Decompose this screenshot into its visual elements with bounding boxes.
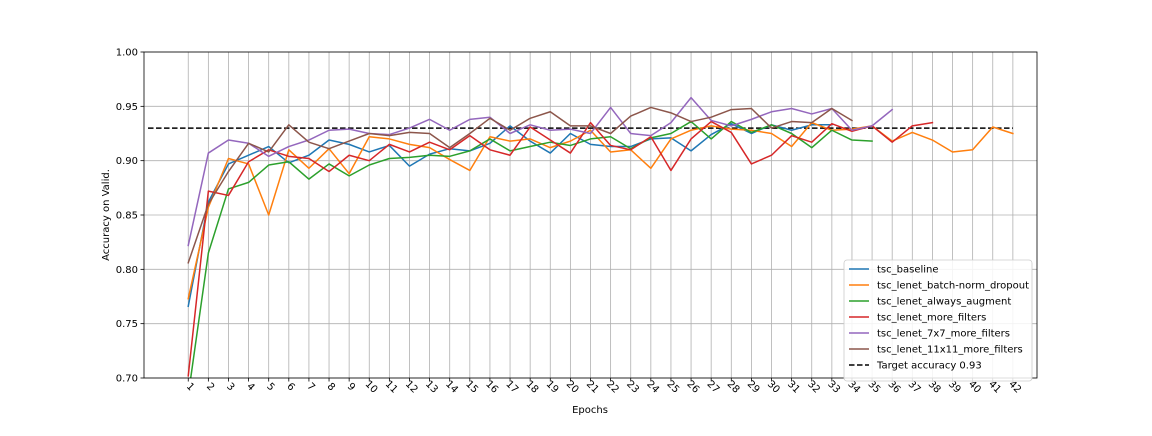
y-tick-label: 1.00: [116, 48, 138, 59]
y-axis-ticks: 0.70 0.75 0.80 0.85 0.90 0.95 1.00: [116, 48, 144, 385]
y-axis-label: Accuracy on Valid.: [101, 169, 112, 261]
series-line-tsc_lenet_more_filters: [187, 120, 934, 377]
legend-label: tsc_lenet_more_filters: [877, 313, 986, 324]
legend-label: tsc_lenet_7x7_more_filters: [877, 329, 1010, 340]
y-tick-label: 0.70: [116, 374, 138, 385]
legend-box: [843, 259, 1033, 382]
x-axis-label: Epochs: [572, 405, 608, 416]
legend-label: tsc_baseline: [877, 265, 939, 276]
y-tick-label: 0.75: [116, 319, 138, 330]
legend-label: tsc_lenet_always_augment: [877, 297, 1011, 308]
legend-label: tsc_lenet_11x11_more_filters: [877, 345, 1023, 356]
series-line-tsc_lenet_always_augment: [189, 120, 873, 378]
y-tick-label: 0.80: [116, 265, 138, 276]
legend: tsc_baseline tsc_lenet_batch-norm_dropout…: [843, 259, 1033, 382]
series-line-tsc_lenet_7x7_more_filters: [187, 96, 894, 247]
y-tick-label: 0.90: [116, 156, 138, 167]
legend-label: Target accuracy 0.93: [876, 361, 982, 372]
legend-label: tsc_lenet_batch-norm_dropout: [877, 281, 1029, 292]
y-tick-label: 0.95: [116, 102, 138, 113]
series-layer: [187, 96, 1014, 378]
y-tick-label: 0.85: [116, 211, 138, 222]
series-line-tsc_lenet_11x11_more_filters: [187, 106, 853, 264]
